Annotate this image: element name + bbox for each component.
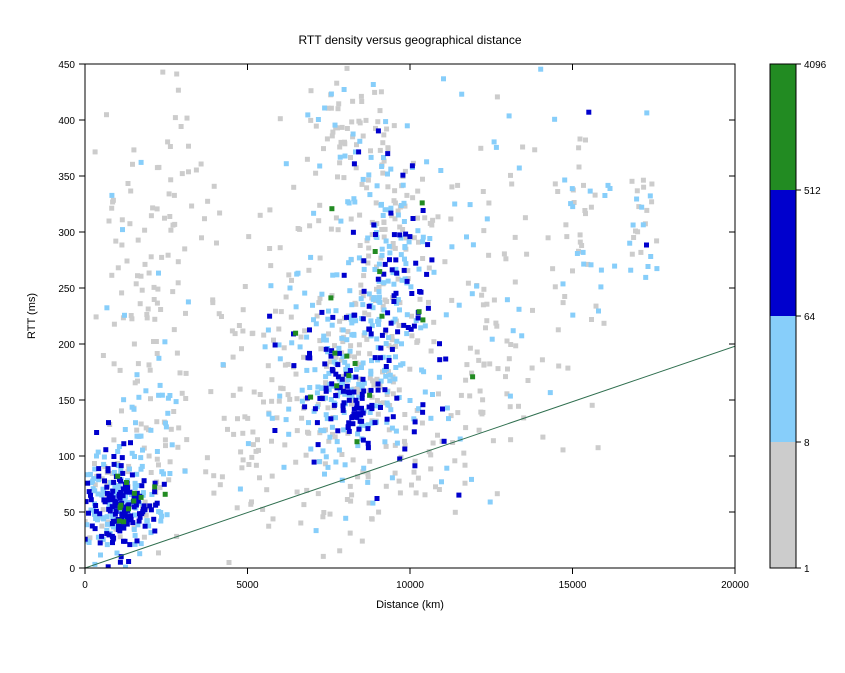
colorbar-tick-label: 8 [804, 438, 810, 449]
x-axis-label: Distance (km) [376, 599, 444, 611]
colorbar-tick-label: 512 [804, 186, 821, 197]
svg-text:50: 50 [64, 508, 76, 519]
svg-text:100: 100 [58, 452, 75, 463]
svg-text:150: 150 [58, 396, 75, 407]
svg-text:10000: 10000 [396, 580, 424, 591]
colorbar-tick-label: 4096 [804, 60, 827, 71]
chart-title: RTT density versus geographical distance [298, 33, 521, 47]
svg-text:350: 350 [58, 172, 75, 183]
colorbar-tick-label: 1 [804, 564, 810, 575]
svg-text:300: 300 [58, 228, 75, 239]
svg-text:250: 250 [58, 284, 75, 295]
y-axis-label: RTT (ms) [26, 293, 38, 339]
chart-container: 0 5000 10000 15000 20000 0 50 100 150 200 250 300 35… [0, 0, 845, 673]
svg-text:450: 450 [58, 60, 75, 71]
colorbar-tick-label: 64 [804, 312, 816, 323]
svg-text:400: 400 [58, 116, 75, 127]
svg-text:200: 200 [58, 340, 75, 351]
svg-text:5000: 5000 [236, 580, 259, 591]
svg-text:0: 0 [69, 564, 75, 575]
svg-text:15000: 15000 [559, 580, 587, 591]
svg-text:20000: 20000 [721, 580, 749, 591]
density-chart: 0 5000 10000 15000 20000 0 50 100 150 200 250 300 35… [0, 0, 845, 673]
svg-text:0: 0 [82, 580, 88, 591]
